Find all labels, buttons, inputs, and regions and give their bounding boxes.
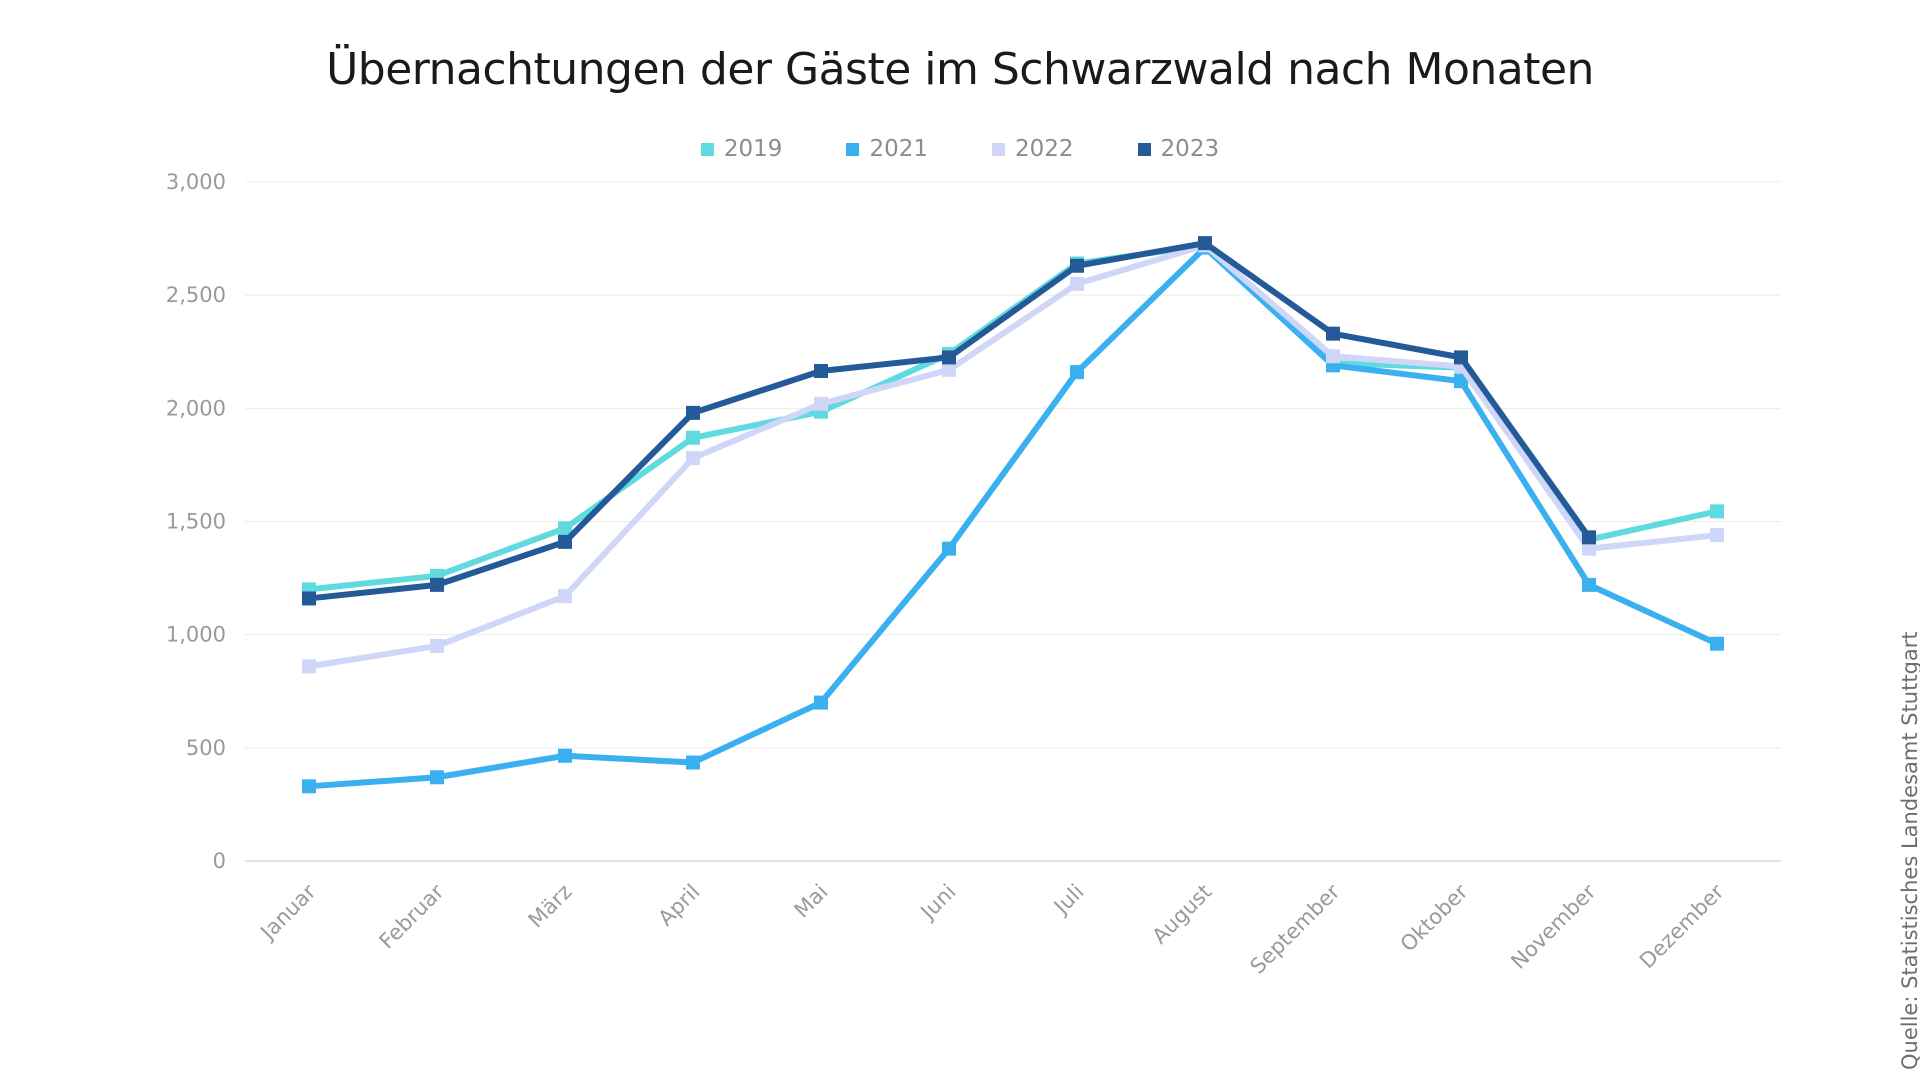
- data-point-2023: [430, 577, 444, 592]
- legend-item-2023[interactable]: 2023: [1137, 136, 1220, 162]
- legend-swatch-2021: [846, 142, 860, 156]
- y-tick-label: 500: [186, 736, 226, 760]
- data-point-2023: [1454, 350, 1468, 365]
- data-point-2019: [1710, 504, 1724, 519]
- x-tick-label: Juni: [915, 880, 961, 926]
- legend-label: 2021: [869, 136, 928, 162]
- data-point-2022: [1582, 541, 1596, 556]
- data-point-2019: [558, 521, 572, 536]
- data-point-2023: [1326, 326, 1340, 341]
- data-point-2021: [814, 695, 828, 710]
- x-tick-label: September: [1245, 879, 1344, 978]
- data-point-2021: [1454, 374, 1468, 389]
- x-tick-label: Juli: [1048, 880, 1088, 920]
- data-point-2022: [814, 396, 828, 411]
- data-point-2023: [814, 363, 828, 378]
- y-tick-label: 1,500: [166, 510, 226, 534]
- x-tick-label: Oktober: [1396, 879, 1473, 956]
- data-point-2021: [1710, 636, 1724, 651]
- data-point-2022: [558, 589, 572, 604]
- x-tick-label: Januar: [255, 879, 321, 945]
- legend-item-2021[interactable]: 2021: [846, 136, 928, 162]
- data-point-2022: [942, 362, 956, 377]
- data-point-2021: [558, 748, 572, 763]
- data-point-2022: [302, 659, 316, 674]
- y-tick-label: 3,000: [166, 170, 226, 194]
- legend-swatch-2022: [992, 142, 1005, 156]
- data-point-2023: [942, 350, 956, 365]
- series-line-2022: [308, 242, 1718, 670]
- y-axis: 0 500 1,000 1,500 2,000 2,500 3,000: [166, 170, 226, 873]
- data-point-2023: [1198, 236, 1212, 251]
- y-tick-label: 0: [213, 849, 226, 873]
- x-tick-label: Mai: [790, 880, 833, 923]
- y-tick-label: 2,000: [166, 396, 226, 420]
- gridlines: [245, 181, 1781, 862]
- legend-swatch-2019: [700, 142, 714, 156]
- y-tick-label: 1,000: [166, 623, 226, 647]
- x-axis: Januar Februar März April Mai Juni Juli August S…: [255, 879, 1729, 978]
- data-point-2022: [1326, 349, 1340, 364]
- legend: 2019 2021 2022 2023: [0, 136, 1920, 162]
- data-point-2022: [686, 451, 700, 466]
- data-point-2023: [558, 534, 572, 549]
- legend-item-2019[interactable]: 2019: [700, 136, 783, 162]
- data-point-2022: [1070, 276, 1084, 291]
- data-point-2023: [686, 405, 700, 420]
- data-point-2023: [1070, 258, 1084, 273]
- data-point-2021: [430, 770, 444, 785]
- x-tick-label: Februar: [375, 879, 449, 953]
- x-tick-label: November: [1506, 879, 1600, 973]
- source-note: Quelle: Statistisches Landesamt Stuttgar…: [1898, 631, 1920, 1070]
- chart-title: Übernachtungen der Gäste im Schwarzwald …: [326, 44, 1594, 95]
- x-tick-label: April: [654, 880, 705, 931]
- data-point-2022: [430, 638, 444, 653]
- x-tick-label: Dezember: [1635, 879, 1729, 973]
- y-tick-label: 2,500: [166, 283, 226, 307]
- data-point-2022: [1710, 528, 1724, 543]
- x-tick-label: März: [524, 880, 577, 933]
- legend-label: 2019: [723, 136, 783, 162]
- legend-item-2022[interactable]: 2022: [992, 136, 1074, 162]
- data-point-2021: [1070, 365, 1084, 380]
- series-line-2021: [308, 243, 1719, 790]
- data-point-2023: [302, 591, 316, 606]
- data-point-2021: [942, 541, 956, 556]
- data-point-2021: [686, 755, 700, 770]
- data-point-2021: [1582, 577, 1596, 592]
- series-2023: [302, 236, 1596, 606]
- data-point-2023: [1582, 530, 1596, 545]
- data-point-2021: [302, 779, 316, 794]
- legend-label: 2023: [1160, 136, 1220, 162]
- series-lines: [302, 236, 1724, 794]
- legend-swatch-2023: [1137, 142, 1151, 156]
- series-2019: [302, 238, 1724, 597]
- x-tick-label: August: [1148, 880, 1217, 949]
- data-point-2019: [686, 430, 700, 445]
- legend-label: 2022: [1015, 136, 1074, 162]
